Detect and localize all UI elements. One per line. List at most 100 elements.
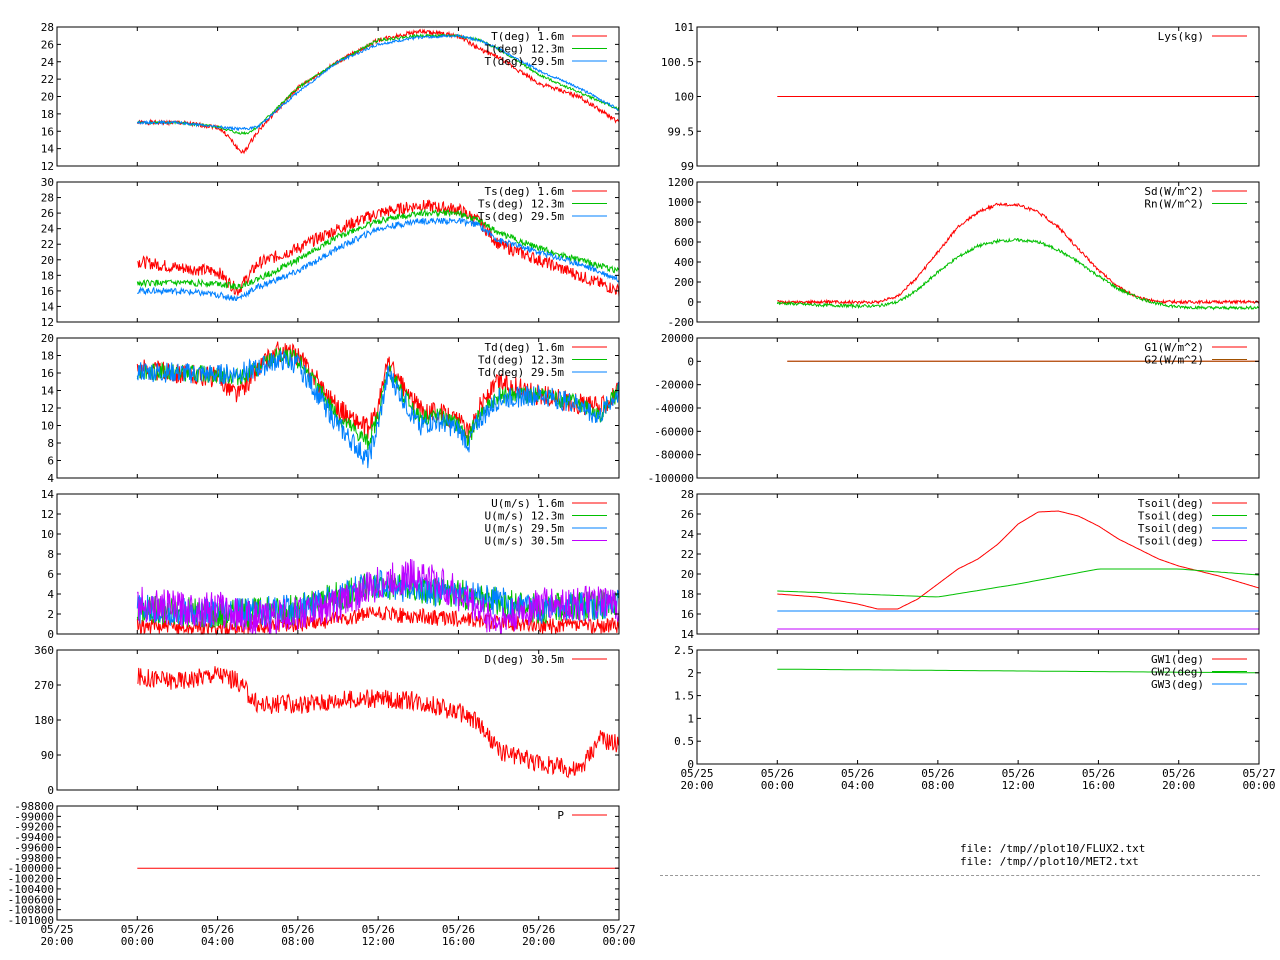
legend-label: G2(W/m^2) [1144,354,1204,367]
legend-label: Td(deg) 29.5m [478,366,564,379]
panel-gw: 00.511.522.505/2520:0005/2600:0005/2604:… [674,644,1275,792]
legend-label: G1(W/m^2) [1144,341,1204,354]
y-tick-label: 16 [41,285,54,298]
legend-label: Tsoil(deg) [1138,522,1204,535]
y-tick-label: 360 [34,644,54,657]
y-tick-label: 90 [41,749,54,762]
y-tick-label: 16 [681,608,694,621]
y-tick-label: 100 [674,91,694,104]
y-tick-label: 200 [674,276,694,289]
x-tick-label: 12:00 [362,935,395,948]
legend-label: U(m/s) 1.6m [491,497,564,510]
legend-label: Tsoil(deg) [1138,535,1204,548]
y-tick-label: 18 [681,588,694,601]
legend-label: Ts(deg) 1.6m [485,185,565,198]
y-tick-label: 0.5 [674,735,694,748]
legend-label: Rn(W/m^2) [1144,198,1204,211]
y-tick-label: 400 [674,256,694,269]
series-line-t-1 [137,33,620,136]
y-tick-label: 28 [681,488,694,501]
y-tick-label: 2 [47,608,54,621]
legend-label: U(m/s) 12.3m [485,510,565,523]
x-tick-label: 05/27 [1242,767,1275,780]
y-tick-label: -40000 [654,402,694,415]
divider-line [660,875,1260,876]
plot-frame [696,493,1260,635]
legend-label: GW1(deg) [1151,653,1204,666]
y-tick-label: 600 [674,236,694,249]
y-tick-label: -99000 [14,810,54,823]
series-line-d-0 [137,666,620,779]
series-line-tsoil-0 [777,510,1260,610]
legend-label: Lys(kg) [1158,30,1204,43]
y-tick-label: 2 [687,667,694,680]
legend-label: GW3(deg) [1151,678,1204,691]
y-tick-label: 12 [41,402,54,415]
y-tick-label: 6 [47,568,54,581]
x-tick-label: 05/26 [841,767,874,780]
y-tick-label: 26 [41,207,54,220]
y-tick-label: 99 [681,160,694,173]
y-tick-label: 0 [687,758,694,771]
x-tick-label: 04:00 [841,779,874,792]
x-tick-label: 05/25 [40,923,73,936]
y-tick-label: 28 [41,192,54,205]
x-tick-label: 04:00 [201,935,234,948]
x-tick-label: 05/26 [921,767,954,780]
y-tick-label: 20000 [661,332,694,345]
x-tick-label: 16:00 [1082,779,1115,792]
y-tick-label: 1000 [668,196,695,209]
y-tick-label: 14 [41,143,55,156]
y-tick-label: 99.5 [668,125,695,138]
y-tick-label: 14 [681,628,695,641]
x-tick-label: 00:00 [121,935,154,948]
y-tick-label: 24 [41,223,55,236]
y-tick-label: 4 [47,588,54,601]
panel-g: -100000 -80000 -60000 -40000 -20000 0 20000 G1(… [648,332,1260,485]
y-tick-label: 101 [674,21,694,34]
y-tick-label: 14 [41,488,55,501]
x-tick-label: 05/26 [362,923,395,936]
y-tick-label: 0 [47,628,54,641]
y-tick-label: 4 [47,472,54,485]
legend-label: Sd(W/m^2) [1144,185,1204,198]
y-tick-label: 10 [41,528,54,541]
file-label-met: file: /tmp//plot10/MET2.txt [960,855,1139,868]
legend-label: Ts(deg) 29.5m [478,210,564,223]
x-tick-label: 05/26 [522,923,555,936]
plot-frame [56,181,620,323]
series-line-td-2 [136,350,620,469]
y-tick-label: -99400 [14,831,54,844]
y-tick-label: 0 [687,355,694,368]
y-tick-label: 12 [41,316,54,329]
y-tick-label: 14 [41,300,55,313]
x-tick-label: 00:00 [1242,779,1275,792]
y-tick-label: 26 [681,508,694,521]
x-tick-label: 00:00 [761,779,794,792]
y-tick-label: -60000 [654,425,694,438]
plot-frame [56,805,620,921]
y-tick-label: 16 [41,367,54,380]
y-tick-label: -99600 [14,841,54,854]
y-tick-label: -100600 [8,893,54,906]
y-tick-label: 1.5 [674,690,694,703]
x-tick-label: 05/26 [1082,767,1115,780]
x-tick-label: 05/26 [1002,767,1035,780]
panel-rad: -200 0 200 400 600 800 1000 1200 Sd(W/m^2)Rn(W/m… [668,176,1260,329]
x-tick-label: 16:00 [442,935,475,948]
y-tick-label: -99200 [14,821,54,834]
legend-label: U(m/s) 30.5m [485,535,565,548]
panel-d: 0 90 180 270 360 D(deg) 30.5m [34,644,620,797]
y-tick-label: 22 [41,238,54,251]
legend-label: T(deg) 12.3m [485,43,565,56]
y-tick-label: -98800 [14,800,54,813]
panel-p: -101000-100800-100600-100400-100200-1000… [8,800,636,948]
y-tick-label: 18 [41,350,54,363]
series-line-ts-2 [136,216,620,302]
series-line-rad-0 [777,202,1260,306]
y-tick-label: -200 [668,316,695,329]
y-tick-label: 6 [47,455,54,468]
y-tick-label: 28 [41,21,54,34]
y-tick-label: 18 [41,269,54,282]
y-tick-label: -100200 [8,873,54,886]
